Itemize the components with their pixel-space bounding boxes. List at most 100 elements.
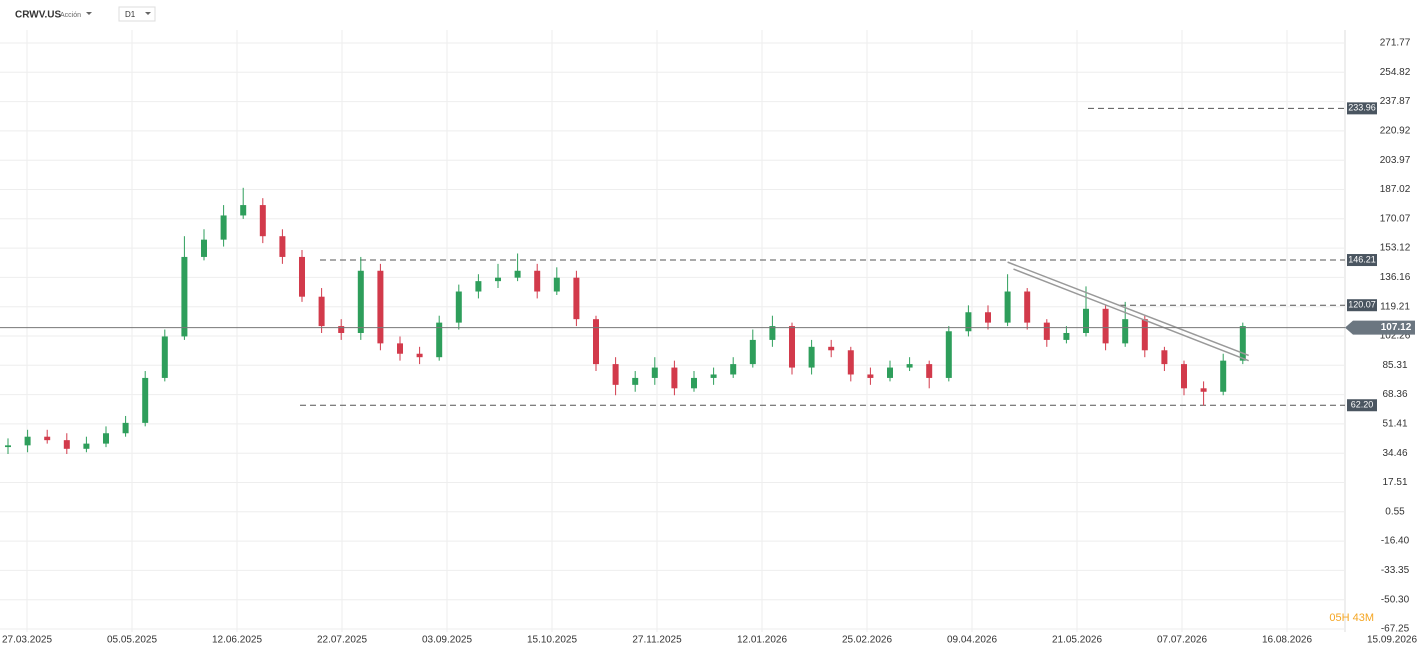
candle-body xyxy=(416,353,423,358)
y-tick-label: 220.92 xyxy=(1380,126,1411,137)
y-tick-label: -50.30 xyxy=(1381,594,1410,605)
x-tick-label: 25.02.2026 xyxy=(842,635,892,646)
candle-body xyxy=(181,256,188,337)
candle-body xyxy=(377,270,384,344)
y-tick-label: 119.21 xyxy=(1380,301,1410,312)
candle-body xyxy=(1239,326,1246,361)
candle-body xyxy=(632,377,639,385)
level-label-box xyxy=(1347,254,1377,267)
candle-body xyxy=(730,364,737,375)
y-tick-label: 271.77 xyxy=(1380,38,1411,49)
candle-body xyxy=(475,281,482,292)
timeframe-dropdown[interactable] xyxy=(145,12,151,15)
candle-body xyxy=(24,436,31,446)
candle-body xyxy=(710,374,717,378)
candle-body xyxy=(44,436,51,441)
x-tick-label: 21.05.2026 xyxy=(1052,635,1102,646)
y-tick-label: 51.41 xyxy=(1382,419,1407,430)
x-tick-label: 09.04.2026 xyxy=(947,635,997,646)
level-label: 146.21 xyxy=(1348,254,1376,264)
candle-body xyxy=(1181,364,1187,389)
candle-body xyxy=(63,440,70,449)
y-tick-label: -67.25 xyxy=(1381,624,1410,635)
candle-body xyxy=(299,256,305,297)
level-label-box xyxy=(1347,399,1377,412)
level-label: 233.96 xyxy=(1348,103,1376,113)
candle-body xyxy=(847,350,854,375)
candle-body xyxy=(593,319,599,365)
candle-body xyxy=(142,377,149,423)
y-tick-label: -33.35 xyxy=(1381,565,1410,576)
candle-body xyxy=(1122,319,1129,344)
candle-body xyxy=(5,445,11,448)
symbol-dropdown[interactable] xyxy=(86,12,92,15)
trend-line xyxy=(1013,268,1249,362)
candle-body xyxy=(259,205,266,237)
x-tick-label: 07.07.2026 xyxy=(1157,635,1207,646)
timeframe[interactable]: D1 xyxy=(125,10,136,19)
x-tick-label: 15.10.2025 xyxy=(527,635,577,646)
candle-body xyxy=(1063,332,1070,340)
candle-body xyxy=(397,343,403,354)
candle-body xyxy=(1200,388,1207,392)
candle-body xyxy=(1102,308,1109,344)
candle-body xyxy=(985,312,991,323)
level-label-box xyxy=(1347,102,1377,115)
level-label: 120.07 xyxy=(1348,300,1376,310)
x-tick-label: 27.11.2025 xyxy=(632,635,682,646)
x-tick-label: 03.09.2025 xyxy=(422,635,472,646)
y-tick-label: 237.87 xyxy=(1380,96,1411,107)
candle-body xyxy=(103,433,109,444)
candle-body xyxy=(906,364,913,368)
candle-body xyxy=(1220,360,1227,392)
x-tick-label: 16.08.2026 xyxy=(1262,635,1312,646)
candle-body xyxy=(122,422,129,434)
x-tick-label: 27.03.2025 xyxy=(2,635,52,646)
y-tick-label: 170.07 xyxy=(1380,213,1411,224)
candle-body xyxy=(887,367,893,378)
candle-body xyxy=(455,291,462,323)
candle-body xyxy=(1083,308,1089,333)
candle-body xyxy=(318,296,325,327)
y-tick-label: 102.26 xyxy=(1380,331,1411,342)
candle-body xyxy=(161,336,168,378)
timeframe-box[interactable] xyxy=(118,6,156,22)
y-tick-label: 68.36 xyxy=(1382,389,1407,400)
candle-body xyxy=(534,270,541,292)
candle-body xyxy=(612,364,619,385)
instrument-kind: Acción xyxy=(60,12,81,19)
candle-body xyxy=(338,326,345,333)
y-tick-label: 34.46 xyxy=(1382,448,1407,459)
y-tick-label: 254.82 xyxy=(1380,67,1411,78)
last-price-label: 107.12 xyxy=(1381,322,1412,333)
candle-body xyxy=(240,205,247,216)
y-tick-label: 0.55 xyxy=(1385,506,1405,517)
candle-body xyxy=(828,346,835,351)
candle-body xyxy=(495,277,501,282)
x-tick-label: 22.07.2025 xyxy=(317,635,367,646)
y-tick-label: 17.51 xyxy=(1382,477,1407,488)
candle-body xyxy=(926,364,933,378)
x-tick-label: 12.06.2025 xyxy=(212,635,262,646)
y-tick-label: 203.97 xyxy=(1380,155,1411,166)
candle-body xyxy=(279,236,286,257)
last-price-box xyxy=(1345,320,1415,335)
candle-body xyxy=(867,374,874,378)
symbol[interactable]: CRWV.US xyxy=(15,10,61,21)
candle-body xyxy=(651,367,658,378)
candle-body xyxy=(965,312,972,332)
candle-body xyxy=(436,322,443,358)
y-tick-label: 153.12 xyxy=(1380,243,1411,254)
y-tick-label: 85.31 xyxy=(1382,360,1407,371)
candle-body xyxy=(201,239,207,257)
candle-body xyxy=(691,377,697,389)
candle-body xyxy=(553,277,560,292)
candle-body xyxy=(808,346,815,368)
candle-body xyxy=(1161,350,1168,365)
candle-body xyxy=(514,270,521,278)
y-tick-label: 187.02 xyxy=(1380,184,1411,195)
y-tick-label: -16.40 xyxy=(1381,536,1410,547)
x-tick-label: 12.01.2026 xyxy=(737,635,787,646)
candle-body xyxy=(83,443,90,449)
